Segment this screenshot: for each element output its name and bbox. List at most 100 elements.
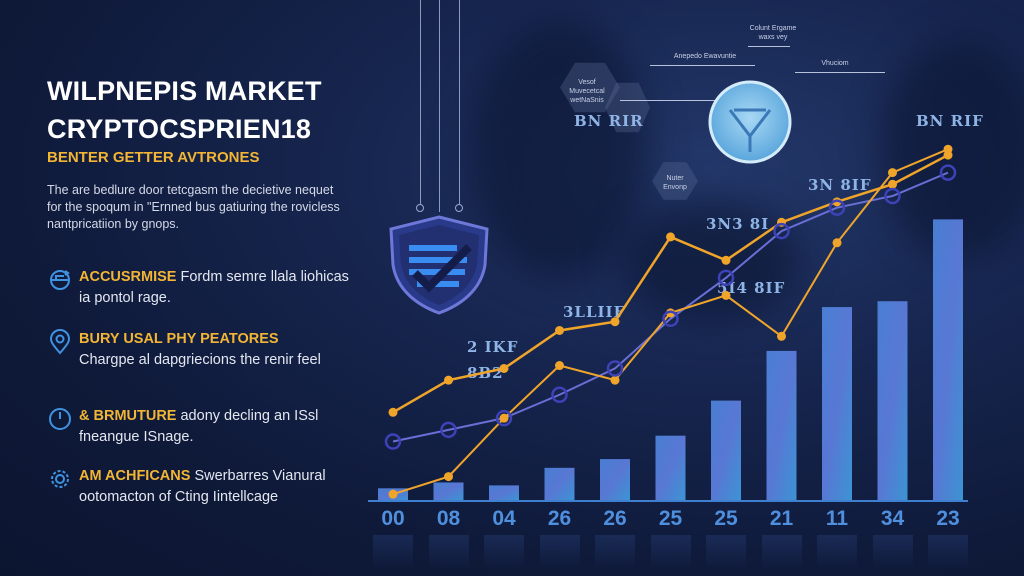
glyph-label: 5I4 8IF — [717, 279, 786, 297]
data-point — [884, 187, 901, 205]
x-tick-label: 34 — [880, 507, 905, 530]
data-point — [388, 407, 398, 417]
data-point — [388, 489, 398, 499]
data-point — [777, 331, 786, 341]
data-point — [662, 310, 679, 328]
data-point — [440, 421, 457, 439]
connector-line — [650, 65, 755, 66]
data-point — [551, 386, 568, 404]
bar-reflection — [650, 535, 691, 569]
glyph-label: 3N3 8I — [706, 215, 770, 233]
hex-node — [560, 62, 620, 113]
bar — [600, 459, 630, 500]
data-point — [444, 472, 453, 482]
glyph-label: 3LLIIF — [563, 303, 626, 321]
x-tick-label: 21 — [769, 507, 794, 530]
bar-reflection — [761, 535, 802, 569]
bar-reflection — [539, 535, 580, 569]
feature-description: adony decling an ISsl fneangue ISnage. — [79, 408, 319, 445]
bar — [655, 435, 686, 500]
map-shape — [470, 20, 650, 280]
bar-reflection — [373, 535, 413, 569]
subheading: BENTER GETTER AVTRONES — [47, 149, 260, 166]
bar — [544, 467, 575, 500]
hex-node — [605, 82, 650, 133]
hex-label: Nuter Envonp — [663, 175, 687, 191]
shield-check-icon — [389, 215, 489, 315]
orange-line-series-1 — [392, 153, 949, 414]
bar — [766, 350, 797, 500]
hex-label: Vesof Muvecetcal wetNaSnis — [569, 79, 605, 104]
data-point — [943, 144, 953, 154]
title-line-2: CRYPTOCSPRIEN18 — [47, 114, 312, 144]
data-point — [828, 199, 846, 216]
feature-description: Fordm semre llala liohicas ia pontol rag… — [79, 269, 349, 306]
glyph-label: 3N 8IF — [808, 176, 872, 194]
location-pin-icon — [49, 329, 71, 355]
bar-reflection — [706, 535, 746, 569]
bar — [933, 219, 963, 500]
data-point — [666, 232, 675, 242]
bar — [433, 482, 464, 500]
bar-reflection — [428, 535, 469, 569]
bar-reflection — [872, 535, 913, 569]
feature-text: ACCUSRMISE Fordm semre llala liohicas ia… — [79, 267, 359, 309]
power-icon — [49, 408, 71, 430]
connector-label: Vhuciom — [821, 60, 849, 67]
bar-series — [378, 219, 963, 500]
data-point — [832, 238, 842, 248]
data-point — [888, 168, 897, 178]
connector-line — [795, 72, 885, 73]
data-point — [606, 360, 624, 377]
data-point — [499, 413, 509, 423]
x-tick-label: 25 — [658, 507, 683, 530]
purple-line-series — [392, 171, 949, 443]
hanging-wire — [420, 0, 421, 205]
hex-node — [652, 162, 698, 200]
gear-cluster-icon — [51, 470, 69, 488]
x-tick-label: 11 — [825, 507, 849, 530]
bar-reflection — [484, 535, 524, 569]
feature-highlight: AM ACHFICANS — [79, 468, 191, 484]
bar-reflection — [817, 535, 857, 569]
data-point — [555, 325, 564, 335]
data-point — [773, 222, 790, 240]
feature-text: AM ACHFICANS Swerbarres Vianural ootomac… — [79, 466, 359, 508]
x-tick-label: 25 — [714, 507, 738, 530]
data-point — [384, 433, 402, 450]
title-line-1: WILPNEPIS MARKET — [47, 76, 322, 106]
data-point — [939, 164, 957, 181]
data-point — [721, 290, 731, 300]
x-tick-label: 00 — [381, 507, 405, 530]
glyph-label: 2 IKF — [467, 338, 519, 356]
x-tick-label: 08 — [436, 507, 461, 530]
data-point — [610, 375, 620, 385]
bar — [822, 307, 852, 500]
data-point — [721, 255, 731, 265]
connector-line — [620, 100, 715, 101]
bar-reflection — [928, 535, 968, 569]
hanging-ring — [416, 204, 424, 212]
data-point — [610, 317, 620, 327]
glyph-label: BN RIR — [574, 112, 644, 130]
data-point — [495, 409, 513, 427]
hanging-wire — [439, 0, 440, 212]
glyph-label: BN RIF — [916, 112, 984, 130]
hanging-wire — [459, 0, 460, 205]
x-tick-label: 23 — [936, 507, 960, 530]
data-point — [717, 269, 735, 287]
connector-line — [748, 46, 790, 47]
page-title: WILPNEPIS MARKET CRYPTOCSPRIEN18 — [47, 72, 322, 148]
feature-text: BURY USAL PHY PEATORES Chargpe al dapgri… — [79, 329, 359, 371]
bar-reflection — [595, 535, 635, 569]
x-tick-label: 04 — [492, 507, 516, 530]
connector-label: Anepedo Ewavuntie — [673, 53, 737, 60]
data-point — [888, 179, 897, 189]
feature-text: & BRMUTURE adony decling an ISsl fneangu… — [79, 406, 359, 448]
feature-description: Chargpe al dapgriecions the renir feel — [79, 352, 321, 368]
data-point — [499, 363, 509, 373]
connector-label: Colunt Ergame waxs vey — [749, 25, 797, 41]
x-tick-label: 26 — [547, 507, 572, 530]
x-tick-label: 26 — [603, 507, 627, 530]
